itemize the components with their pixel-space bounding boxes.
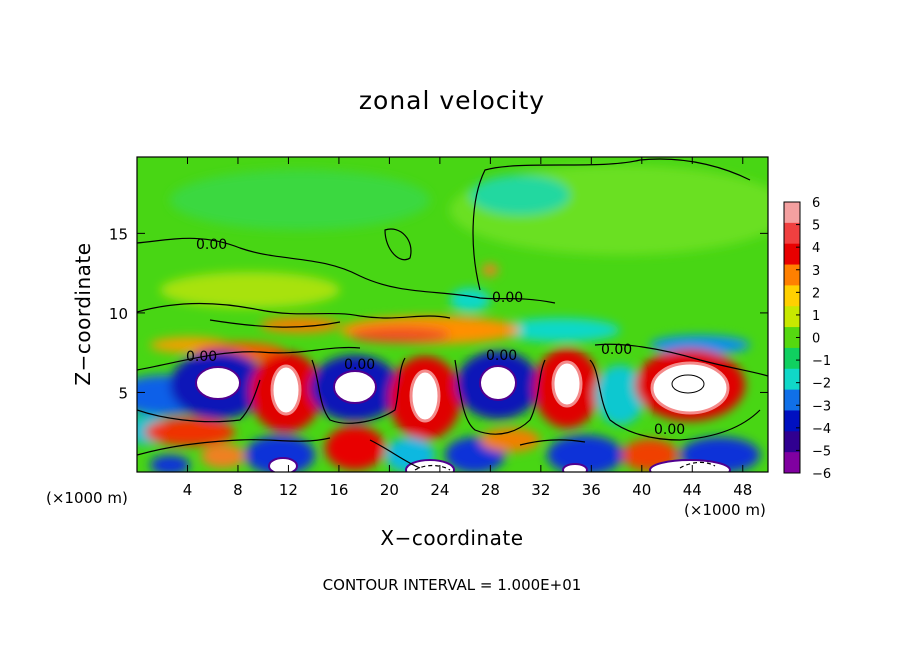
y-tick-label: 15 [109, 225, 128, 243]
contour-label: 0.00 [196, 237, 227, 253]
colorbar-tick-label: −4 [812, 422, 831, 437]
x-tick-label: 16 [329, 481, 348, 499]
x-tick-label: 36 [582, 481, 601, 499]
chart-title: zonal velocity [358, 86, 546, 115]
colorbar-tick-label: −6 [812, 467, 831, 482]
x-unit-note: (×1000 m) [684, 501, 766, 519]
colorbar-tick-label: −2 [812, 377, 831, 392]
x-tick-label: 40 [632, 481, 651, 499]
x-tick-label: 28 [481, 481, 500, 499]
x-tick-label: 20 [380, 481, 399, 499]
x-tick-label: 24 [430, 481, 449, 499]
x-tick-label: 32 [531, 481, 550, 499]
colorbar-swatch [784, 327, 800, 349]
field-plot [137, 157, 768, 472]
colorbar-tick-label: 5 [812, 219, 820, 234]
colorbar-tick-label: −1 [812, 354, 831, 369]
colorbar-swatch [784, 306, 800, 328]
colorbar-swatch [784, 222, 800, 245]
colorbar-swatch [784, 264, 800, 286]
contour-label: 0.00 [492, 290, 523, 306]
x-tick-label: 8 [233, 481, 243, 499]
x-axis-label: X−coordinate [380, 526, 524, 550]
colorbar: 6 5 4 3 2 1 0 −1 −2 −3 −4 −5 −6 [783, 196, 831, 482]
colorbar-swatch [784, 202, 800, 224]
contour-label: 0.00 [186, 349, 217, 365]
contour-label: 0.00 [486, 348, 517, 364]
contour-label: 0.00 [344, 357, 375, 373]
x-axis: 4 8 12 16 20 24 28 32 36 40 44 48 [183, 157, 752, 499]
core-fills [195, 360, 731, 472]
x-tick-label: 12 [279, 481, 298, 499]
y-tick-label: 5 [118, 384, 128, 402]
y-tick-label: 10 [109, 305, 128, 323]
x-unit-note: (×1000 m) [46, 489, 128, 507]
colorbar-swatch [784, 347, 800, 370]
y-axis: 5 10 15 [109, 225, 768, 402]
contour-label: 0.00 [601, 342, 632, 358]
contour-labels: 0.00 0.00 0.00 0.00 0.00 0.00 0.00 [186, 237, 685, 438]
x-tick-label: 44 [683, 481, 702, 499]
colorbar-swatch [784, 452, 800, 474]
x-tick-label: 4 [183, 481, 193, 499]
y-axis-label: Z−coordinate [71, 242, 95, 386]
colorbar-swatch [784, 243, 800, 266]
contour-interval-note: CONTOUR INTERVAL = 1.000E+01 [322, 576, 582, 594]
colorbar-swatch [784, 285, 800, 307]
contour-label: 0.00 [654, 422, 685, 438]
colorbar-tick-label: 6 [812, 196, 820, 211]
zero-contours [137, 158, 768, 471]
plot-frame [136, 156, 769, 473]
colorbar-swatch [784, 389, 800, 411]
colorbar-tick-label: 3 [812, 264, 820, 279]
colorbar-tick-label: 1 [812, 309, 820, 324]
colorbar-tick-label: −5 [812, 444, 831, 459]
colorbar-swatch [784, 410, 800, 432]
colorbar-swatch [784, 431, 800, 453]
x-tick-label: 48 [733, 481, 752, 499]
colorbar-swatch [784, 368, 800, 391]
colorbar-tick-label: 2 [812, 286, 820, 301]
colorbar-tick-label: 0 [812, 332, 820, 347]
colorbar-tick-label: 4 [812, 241, 820, 256]
colorbar-tick-label: −3 [812, 399, 831, 414]
